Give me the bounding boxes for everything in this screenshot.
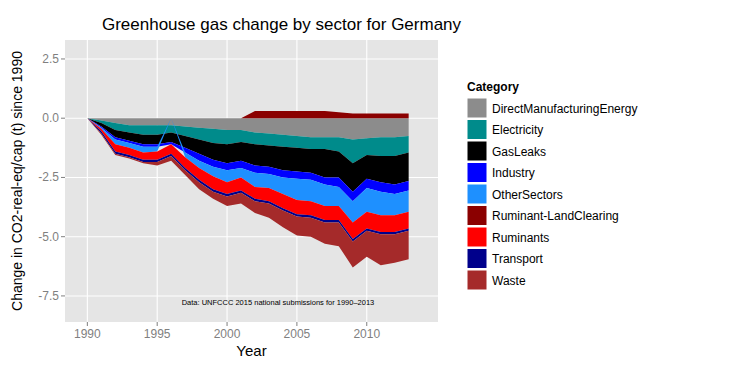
legend-key (467, 120, 487, 140)
tick-label: 1990 (74, 327, 101, 341)
tick (227, 322, 228, 326)
areas (87, 111, 408, 267)
legend-label: Industry (492, 166, 535, 180)
grid-line (157, 40, 158, 322)
y-axis-label: Change in CO2-real-eq/cap (t) since 1990 (9, 51, 25, 311)
legend-label: Waste (492, 274, 526, 288)
tick (61, 236, 65, 237)
legend-label: Ruminant-LandClearing (492, 209, 619, 223)
legend-key (467, 206, 487, 226)
legend-label: GasLeaks (492, 145, 546, 159)
legend-label: OtherSectors (492, 188, 563, 202)
tick-label: 2000 (214, 327, 241, 341)
tick (366, 322, 367, 326)
legend-key (467, 249, 487, 269)
legend-title: Category (467, 80, 519, 94)
tick (61, 118, 65, 119)
legend-key (467, 227, 487, 247)
grid-line (65, 58, 438, 59)
title: Greenhouse gas change by sector for Germ… (102, 15, 462, 34)
tick-label: 0.0 (42, 111, 59, 125)
tick (87, 322, 88, 326)
legend-label: Ruminants (492, 231, 549, 245)
tick (61, 295, 65, 296)
chart: -7.5 -5.0 -2.5 0.0 2.5 1990 1995 2000 2005 2010 Gr… (0, 0, 740, 370)
tick (61, 177, 65, 178)
legend-key (467, 98, 487, 118)
area (87, 118, 408, 241)
tick-label: -5.0 (38, 230, 59, 244)
tick-label: 1995 (144, 327, 171, 341)
plot-background (65, 40, 438, 322)
area (87, 118, 408, 239)
area (87, 111, 408, 118)
tick-label: 2010 (353, 327, 380, 341)
tick (296, 322, 297, 326)
tick (157, 322, 158, 326)
x-axis-label: Year (236, 342, 266, 359)
legend-key (467, 270, 487, 290)
tick-label: -7.5 (38, 289, 59, 303)
area (87, 118, 408, 267)
tick-label: -2.5 (38, 170, 59, 184)
grid-line (87, 40, 88, 322)
tick-label: 2.5 (42, 52, 59, 66)
tick (61, 58, 65, 59)
legend-key (467, 163, 487, 183)
tick-label: 2005 (284, 327, 311, 341)
grid-line (65, 295, 438, 296)
legend-label: Transport (492, 252, 544, 266)
annotation: Data: UNFCCC 2015 national submissions f… (182, 298, 375, 307)
legend-key (467, 141, 487, 161)
legend-label: DirectManufacturingEnergy (492, 102, 637, 116)
legend-key (467, 184, 487, 204)
legend-label: Electricity (492, 123, 543, 137)
